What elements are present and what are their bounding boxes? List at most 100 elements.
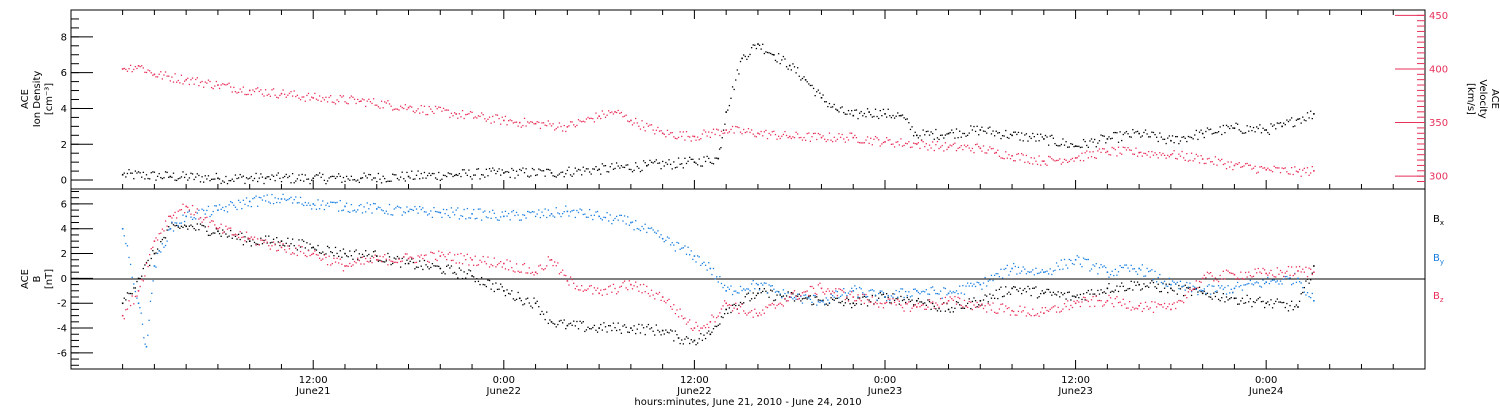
bz-sample [579,289,581,291]
density-sample [565,173,567,175]
by-sample [377,206,380,208]
density-point [1201,132,1204,135]
bz-sample [1263,269,1266,271]
bz-sample [1020,311,1023,313]
velocity-sample [606,114,608,116]
velocity-sample [1081,152,1083,154]
velocity-sample [1260,165,1263,168]
bz-sample [933,307,935,309]
velocity-sample [654,133,656,135]
density-sample [1149,136,1151,138]
velocity-sample [1155,153,1158,156]
by-sample [533,211,535,213]
density-sample [812,87,815,90]
density-sample [584,170,586,172]
velocity-sample [1300,175,1302,177]
by-sample [1105,266,1107,269]
density-sample [544,175,546,177]
velocity-sample [293,90,295,92]
velocity-sample [689,136,691,138]
by-sample [611,222,613,225]
by-sample [255,195,257,197]
by-sample [878,292,880,295]
bx-sample [128,292,130,295]
velocity-point [1170,153,1172,156]
bz-sample [218,227,221,229]
bx-sample [668,332,670,334]
by-sample [126,245,129,247]
bz-sample [315,253,318,256]
bx-sample [1103,291,1105,293]
bz-sample [878,306,880,308]
by-sample [601,219,603,221]
bx-sample [558,320,561,322]
velocity-sample [878,139,880,141]
bz-sample [768,304,770,306]
bz-sample [1214,277,1217,279]
velocity-sample [1111,146,1113,149]
density-sample [679,163,681,165]
by-sample [747,288,750,290]
bx-sample [385,260,387,262]
density-point [1043,138,1045,140]
bx-sample [172,224,175,226]
density-sample [1248,130,1250,132]
bz-sample [1027,312,1029,314]
bz-sample [488,266,491,268]
velocity-sample [873,138,875,140]
velocity-sample [762,135,764,137]
density-sample [482,174,484,176]
bx-sample [1027,285,1029,288]
velocity-sample [777,135,780,137]
bx-sample [1160,290,1163,293]
by-sample [140,312,142,314]
by-sample [385,210,387,212]
by-sample [396,205,399,207]
b-field-axis-label-line-2: B [32,275,43,282]
bx-sample [523,303,526,305]
bz-point [1138,304,1140,307]
by-sample [349,211,351,213]
velocity-sample [552,123,554,125]
bz-sample [669,305,672,308]
by-sample [822,301,824,303]
velocity-sample [735,125,737,128]
bx-sample [236,238,238,240]
by-sample [1113,274,1115,277]
velocity-sample [344,101,346,103]
bz-sample [881,303,883,305]
by-sample [615,215,618,218]
density-sample [568,166,570,168]
bx-sample [587,326,589,328]
density-sample [862,115,864,117]
by-sample [766,292,769,294]
by-sample [414,205,416,208]
by-sample [151,292,153,294]
bz-sample [833,292,835,294]
velocity-sample [438,106,440,108]
bz-sample [1260,272,1263,275]
by-sample [647,227,650,229]
velocity-sample [1213,163,1215,165]
bx-sample [919,301,921,303]
density-sample [1279,122,1282,124]
bz-sample [946,302,948,304]
bz-sample [882,307,885,309]
by-sample [711,273,713,276]
velocity-sample [168,75,170,77]
by-sample [1160,281,1163,284]
bx-sample [774,299,777,301]
bx-sample [800,300,802,302]
density-sample [369,174,372,176]
bz-sample [1084,297,1086,299]
bx-sample [444,273,446,275]
bz-sample [299,250,302,253]
by-sample [290,196,292,198]
density-sample [776,61,778,63]
velocity-sample [1095,157,1097,159]
by-sample [909,296,912,298]
by-sample [781,297,783,299]
bz-sample [930,302,932,304]
bx-sample [973,297,975,299]
bx-sample [1090,289,1093,291]
